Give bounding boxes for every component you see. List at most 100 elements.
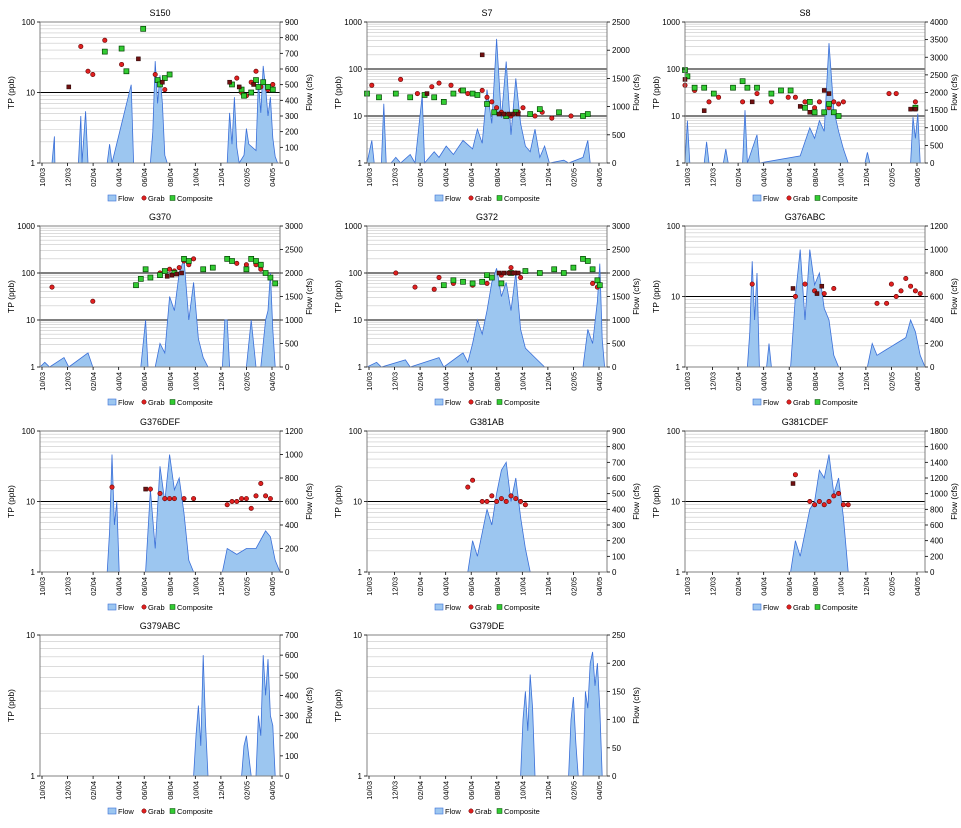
grab-point xyxy=(893,293,899,299)
y2-tick-label: 900 xyxy=(285,18,299,27)
y2-tick-label: 800 xyxy=(285,34,299,43)
grab-point xyxy=(412,284,418,290)
y2-tick-label: 1200 xyxy=(930,474,948,483)
composite-point xyxy=(157,81,163,88)
y-tick-label: 1 xyxy=(358,568,363,577)
x-tick-label: 04/04 xyxy=(115,781,124,800)
grab-point xyxy=(253,493,259,499)
grab-point xyxy=(147,486,153,492)
y-tick-label: 1 xyxy=(31,363,36,372)
x-tick-label: 04/05 xyxy=(913,577,922,596)
composite-point xyxy=(491,109,498,116)
x-tick-label: 04/05 xyxy=(595,168,604,187)
grab-point xyxy=(465,91,471,97)
grab-point xyxy=(903,276,909,282)
composite-point xyxy=(209,264,216,271)
grab-point xyxy=(85,68,91,74)
chart-title: G381CDEF xyxy=(782,417,829,427)
composite-point xyxy=(257,261,264,268)
grab-point xyxy=(267,496,273,502)
y2-tick-label: 1000 xyxy=(285,451,303,460)
grab-point xyxy=(792,293,798,299)
y2-tick-label: 100 xyxy=(285,143,299,152)
composite-point xyxy=(440,99,447,105)
legend-flow-swatch xyxy=(434,807,444,815)
composite-point xyxy=(821,109,828,116)
grab-point xyxy=(162,87,168,93)
x-tick-label: 06/04 xyxy=(140,168,149,187)
grab-square-point xyxy=(511,270,516,276)
chart-panel: G381CDEF 1 10 100 TP (ppb) 0 200 400 600 800 1000 1… xyxy=(651,417,959,612)
legend-grab-marker xyxy=(141,808,147,814)
legend-flow-label: Flow xyxy=(445,807,461,816)
legend-composite-marker xyxy=(169,604,176,610)
composite-point xyxy=(594,277,601,284)
x-tick-label: 06/04 xyxy=(140,372,149,391)
x-tick-label: 12/03 xyxy=(709,577,718,596)
y2-tick-label: 2500 xyxy=(612,18,630,27)
y-tick-label: 100 xyxy=(349,427,363,436)
legend-flow-label: Flow xyxy=(118,194,134,203)
y2-tick-label: 1000 xyxy=(930,246,948,255)
x-tick-label: 04/05 xyxy=(268,372,277,391)
y2-tick-label: 400 xyxy=(285,96,299,105)
x-tick-label: 04/05 xyxy=(913,372,922,391)
x-tick-label: 02/05 xyxy=(887,168,896,187)
grab-point xyxy=(90,72,96,78)
y2-tick-label: 50 xyxy=(612,744,621,753)
composite-point xyxy=(787,87,794,94)
x-tick-label: 10/04 xyxy=(836,372,845,391)
legend-flow-label: Flow xyxy=(763,398,779,407)
y-axis-label: TP (ppb) xyxy=(333,485,343,518)
legend-composite-marker xyxy=(169,808,176,814)
chart-panel: S8 1 10 100 1000 TP (ppb) 0 500 1000 1500 2000 2500… xyxy=(651,8,959,203)
x-tick-label: 12/03 xyxy=(391,781,400,800)
plot-frame xyxy=(366,21,608,164)
flow-area xyxy=(366,263,606,368)
chart-panel: G381AB 1 10 100 TP (ppb) 0 100 200 300 400 500 600 7… xyxy=(333,417,641,612)
legend-composite-label: Composite xyxy=(177,807,213,816)
x-tick-label: 08/04 xyxy=(493,577,502,596)
legend-composite-marker xyxy=(169,195,176,201)
x-tick-label: 10/03 xyxy=(38,781,47,800)
composite-point xyxy=(147,274,154,281)
legend-grab-marker xyxy=(468,195,474,201)
x-tick-label: 10/04 xyxy=(518,577,527,596)
y2-tick-label: 2500 xyxy=(285,246,303,255)
grab-point xyxy=(498,496,504,502)
composite-point xyxy=(589,266,596,273)
grab-point xyxy=(831,493,837,499)
x-tick-label: 04/04 xyxy=(442,577,451,596)
legend-composite-label: Composite xyxy=(504,603,540,612)
y2-tick-label: 1000 xyxy=(930,124,948,133)
grab-point xyxy=(836,490,842,496)
grab-point xyxy=(484,94,490,100)
y2-tick-label: 600 xyxy=(285,498,299,507)
y2-tick-label: 400 xyxy=(285,521,299,530)
x-tick-label: 06/04 xyxy=(140,781,149,800)
grab-point xyxy=(898,288,904,294)
x-tick-label: 06/04 xyxy=(140,577,149,596)
x-tick-label: 06/04 xyxy=(785,372,794,391)
legend-composite-marker xyxy=(814,195,821,201)
composite-point xyxy=(484,272,490,279)
y-tick-label: 100 xyxy=(667,427,681,436)
y2-tick-label: 0 xyxy=(285,363,290,372)
y2-tick-label: 2500 xyxy=(612,246,630,255)
x-tick-label: 10/03 xyxy=(365,168,374,187)
grab-point xyxy=(706,99,712,105)
composite-point xyxy=(450,90,457,97)
grab-point xyxy=(393,270,399,276)
composite-point xyxy=(118,45,125,52)
y2-tick-label: 2500 xyxy=(930,71,948,80)
chart-title: S8 xyxy=(799,8,810,18)
grab-point xyxy=(840,502,846,508)
x-tick-label: 12/04 xyxy=(217,372,226,391)
y-axis-label: TP (ppb) xyxy=(6,76,16,109)
y2-tick-label: 250 xyxy=(612,631,626,640)
chart-panel: G379DE 1 10 TP (ppb) 0 50 100 150 200 250 Flow (cf… xyxy=(333,621,641,816)
grab-point xyxy=(522,502,528,508)
composite-point xyxy=(560,270,567,276)
y-tick-label: 1000 xyxy=(344,18,362,27)
y2-axis-label: Flow (cfs) xyxy=(631,483,641,520)
